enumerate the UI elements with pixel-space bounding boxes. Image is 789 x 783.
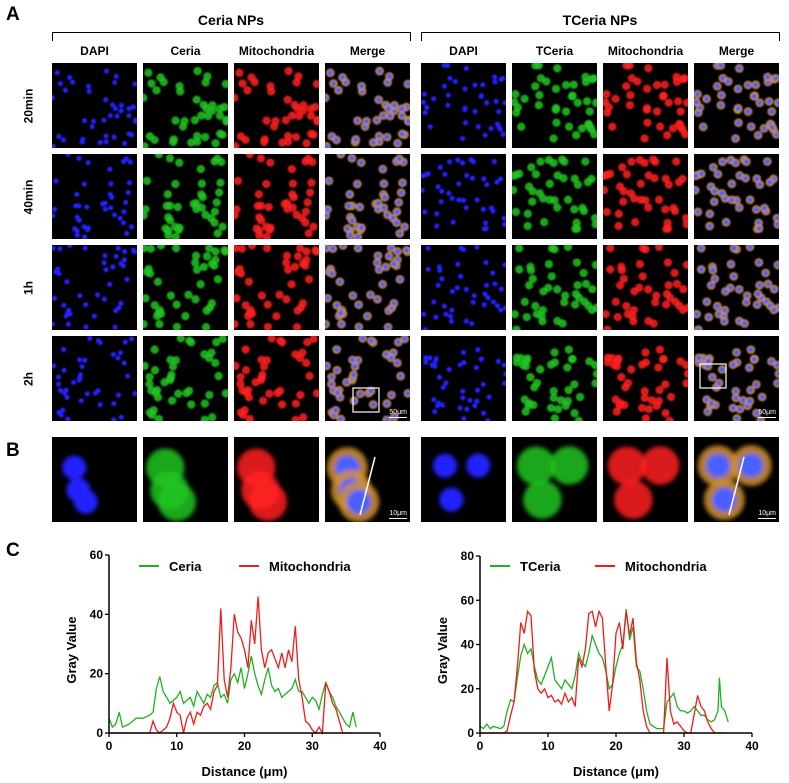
x-tick-label: 20 [609, 739, 623, 753]
panel-letter-c: C [6, 540, 20, 561]
scale-bar: 10μm [758, 510, 776, 519]
x-tick-label: 30 [677, 739, 691, 753]
micrograph-panel [421, 63, 506, 148]
group-title-tceria: TCeria NPs [562, 12, 638, 28]
y-tick-label: 60 [90, 548, 104, 562]
column-header: DAPI [449, 44, 478, 58]
y-axis-label: Gray Value [435, 617, 450, 684]
micrograph-panel [421, 245, 506, 330]
micrograph-panel [512, 245, 597, 330]
series-line-mitochondria [109, 596, 353, 736]
micrograph-panel: 10μm [694, 437, 779, 522]
scale-bar: 50μm [389, 409, 407, 418]
micrograph-panel [603, 437, 688, 522]
micrograph-panel [512, 437, 597, 522]
legend-label: Mitochondria [625, 559, 707, 574]
y-tick-label: 40 [461, 638, 475, 652]
x-tick-label: 20 [238, 739, 252, 753]
column-header: TCeria [535, 44, 574, 58]
column-header: DAPI [80, 44, 109, 58]
micrograph-panel [421, 437, 506, 522]
micrograph-panel [52, 336, 137, 421]
micrograph-panel [52, 245, 137, 330]
micrograph-panel: 10μm [325, 437, 410, 522]
x-tick-label: 0 [106, 739, 113, 753]
micrograph-panel [421, 336, 506, 421]
micrograph-panel [234, 245, 319, 330]
x-tick-label: 0 [477, 739, 484, 753]
micrograph-panel [694, 63, 779, 148]
group-bracket-tceria [421, 32, 780, 41]
micrograph-panel [325, 154, 410, 239]
micrograph-panel [694, 154, 779, 239]
y-tick-label: 20 [461, 682, 475, 696]
micrograph-panel [234, 154, 319, 239]
micrograph-panel [143, 154, 228, 239]
micrograph-panel [143, 63, 228, 148]
panel-letter-b: B [6, 440, 20, 461]
legend-label: Ceria [169, 559, 202, 574]
micrograph-panel [512, 63, 597, 148]
y-tick-label: 0 [96, 726, 103, 740]
micrograph-panel [694, 245, 779, 330]
micrograph-panel [512, 336, 597, 421]
scale-bar: 10μm [389, 510, 407, 519]
micrograph-panel [603, 245, 688, 330]
micrograph-panel [603, 336, 688, 421]
micrograph-panel [325, 63, 410, 148]
micrograph-panel [512, 154, 597, 239]
x-tick-label: 40 [373, 739, 387, 753]
y-axis-label: Gray Value [64, 616, 79, 683]
column-header: Mitochondria [238, 44, 315, 58]
y-tick-label: 20 [90, 667, 104, 681]
chart-0: Ceria Mitochondria 0 10 20 30 40 0 20 40 60 Distanc… [64, 548, 387, 779]
column-header: Merge [718, 44, 755, 58]
micrograph-panel [603, 63, 688, 148]
panel-letter-a: A [6, 4, 20, 25]
x-tick-label: 30 [306, 739, 320, 753]
micrograph-panel [52, 437, 137, 522]
x-axis-label: Distance (μm) [573, 764, 659, 779]
y-tick-label: 80 [461, 549, 475, 563]
chart-1: TCeria Mitochondria 0 10 20 30 40 0 20 40 60 80 Dist… [435, 549, 759, 779]
micrograph-panel [52, 154, 137, 239]
x-axis-label: Distance (μm) [202, 764, 288, 779]
micrograph-panel [421, 154, 506, 239]
scale-bar: 50μm [758, 409, 776, 418]
column-header: Merge [349, 44, 386, 58]
column-header: Ceria [170, 44, 201, 58]
micrograph-panel [143, 437, 228, 522]
micrograph-panel [234, 63, 319, 148]
column-header: Mitochondria [607, 44, 684, 58]
micrograph-panel [603, 154, 688, 239]
x-tick-label: 10 [541, 739, 555, 753]
group-title-ceria: Ceria NPs [197, 12, 265, 28]
legend-label: TCeria [520, 559, 561, 574]
legend-label: Mitochondria [269, 559, 351, 574]
group-bracket-ceria [52, 32, 411, 41]
micrograph-panel [234, 336, 319, 421]
micrograph-panel [143, 336, 228, 421]
y-tick-label: 0 [467, 726, 474, 740]
x-tick-label: 10 [170, 739, 184, 753]
micrograph-panel: 50μm [325, 336, 410, 421]
y-tick-label: 40 [90, 607, 104, 621]
micrograph-panel [234, 437, 319, 522]
y-tick-label: 60 [461, 593, 475, 607]
series-line-mitochondria [480, 609, 725, 734]
micrograph-panel [325, 245, 410, 330]
micrograph-panel: 50μm [694, 336, 779, 421]
micrograph-panel [143, 245, 228, 330]
series-line-ceria [108, 655, 357, 729]
x-tick-label: 40 [745, 739, 759, 753]
micrograph-panel [52, 63, 137, 148]
